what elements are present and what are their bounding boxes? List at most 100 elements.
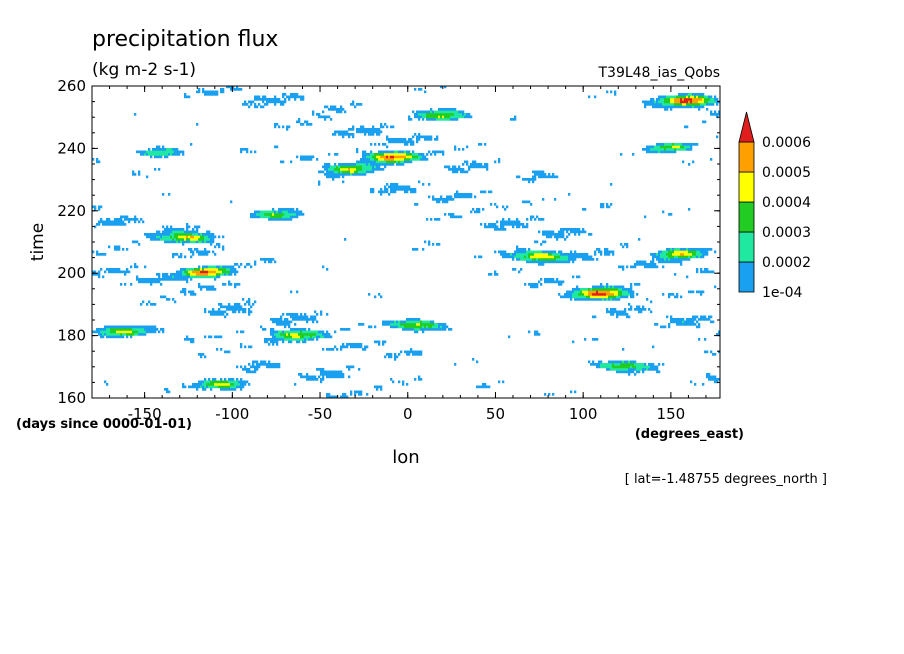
field-cell: [590, 363, 593, 366]
field-cell: [306, 155, 309, 159]
field-cell: [598, 285, 601, 289]
field-cell: [684, 320, 687, 324]
field-cell: [204, 275, 207, 279]
field-cell: [480, 143, 483, 146]
field-cell: [632, 290, 635, 294]
field-cell: [418, 353, 421, 356]
field-cell: [356, 163, 359, 166]
field-cell: [448, 108, 451, 111]
field-cell: [542, 263, 545, 266]
field-cell: [338, 133, 341, 136]
field-cell: [206, 250, 209, 254]
field-cell: [442, 153, 445, 156]
field-cell: [546, 255, 549, 259]
field-cell: [282, 338, 285, 341]
field-cell: [688, 320, 691, 324]
field-cell: [662, 258, 665, 261]
field-cell: [610, 308, 613, 311]
field-cell: [470, 163, 473, 166]
field-cell: [212, 250, 215, 254]
field-cell: [224, 315, 227, 319]
field-cell: [312, 320, 315, 324]
field-cell: [656, 103, 659, 106]
field-cell: [272, 363, 275, 366]
field-cell: [400, 153, 403, 156]
field-cell: [584, 288, 587, 291]
field-cell: [688, 93, 691, 96]
field-cell: [172, 238, 175, 241]
field-cell: [496, 225, 499, 229]
field-cell: [248, 370, 251, 374]
field-cell: [562, 233, 565, 236]
field-cell: [594, 95, 597, 99]
field-cell: [578, 288, 581, 291]
field-cell: [220, 335, 223, 339]
field-cell: [220, 385, 223, 389]
field-cell: [518, 248, 521, 251]
field-cell: [690, 105, 693, 109]
field-cell: [276, 213, 279, 216]
field-cell: [390, 325, 393, 329]
field-cell: [208, 235, 211, 239]
field-cell: [320, 115, 323, 119]
field-cell: [708, 248, 711, 251]
field-cell: [560, 260, 563, 264]
field-cell: [516, 258, 519, 261]
field-cell: [426, 138, 429, 141]
colorbar-segment: [738, 261, 755, 293]
field-cell: [232, 86, 235, 89]
field-cell: [628, 293, 631, 296]
field-cell: [322, 370, 325, 374]
field-cell: [228, 283, 231, 286]
field-cell: [288, 338, 291, 341]
field-cell: [194, 383, 197, 386]
field-cell: [504, 228, 507, 231]
field-cell: [398, 160, 401, 164]
field-cell: [466, 113, 469, 116]
field-cell: [440, 198, 443, 201]
field-cell: [462, 115, 465, 119]
field-cell: [140, 278, 143, 281]
field-cell: [630, 290, 633, 294]
field-cell: [416, 328, 419, 331]
field-cell: [254, 103, 257, 106]
field-cell: [622, 293, 625, 296]
field-cell: [226, 273, 229, 276]
field-cell: [184, 288, 187, 291]
field-cell: [134, 333, 137, 336]
field-cell: [208, 268, 211, 271]
field-cell: [658, 100, 661, 104]
field-cell: [320, 170, 323, 174]
field-cell: [268, 258, 271, 261]
field-cell: [514, 255, 517, 259]
field-cell: [616, 360, 619, 364]
field-cell: [606, 253, 609, 256]
field-cell: [542, 258, 545, 261]
field-cell: [168, 193, 171, 196]
field-cell: [230, 388, 233, 391]
field-cell: [162, 225, 165, 229]
field-cell: [232, 383, 235, 386]
field-cell: [208, 240, 211, 244]
field-cell: [508, 218, 511, 221]
field-cell: [672, 253, 675, 256]
field-cell: [632, 293, 635, 296]
field-cell: [272, 340, 275, 344]
field-cell: [312, 330, 315, 334]
field-cell: [434, 153, 437, 156]
field-cell: [388, 140, 391, 144]
field-cell: [204, 233, 207, 236]
field-cell: [218, 335, 221, 339]
field-cell: [662, 145, 665, 149]
field-cell: [440, 328, 443, 331]
field-cell: [166, 238, 169, 241]
field-cell: [218, 380, 221, 384]
field-cell: [194, 273, 197, 276]
field-cell: [682, 160, 685, 164]
field-cell: [282, 95, 285, 99]
field-cell: [534, 175, 537, 179]
field-cell: [628, 288, 631, 291]
field-cell: [168, 233, 171, 236]
field-cell: [360, 103, 363, 106]
field-cell: [262, 105, 265, 109]
